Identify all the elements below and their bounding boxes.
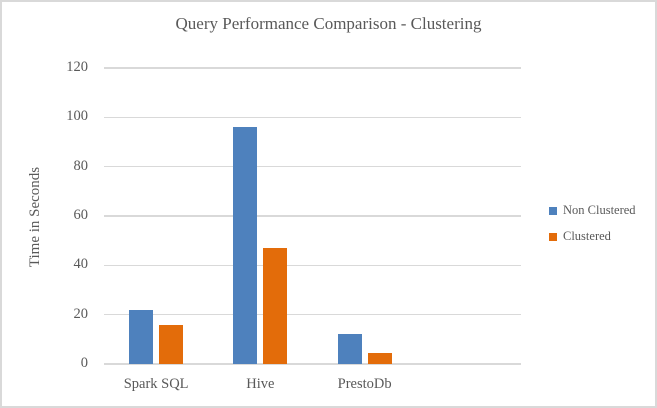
y-tick-label-80: 80 — [73, 157, 89, 174]
gridline-80 — [104, 165, 521, 168]
y-tick-label-0: 0 — [80, 355, 88, 371]
bar-clustered-spark-sql — [159, 324, 184, 364]
legend-swatch-clustered — [549, 232, 557, 241]
category-label-prestodb: PrestoDb — [337, 376, 392, 392]
y-tick-label-20: 20 — [73, 305, 89, 322]
legend-swatch-non-clustered — [549, 206, 557, 215]
legend-item-non-clustered: Non Clustered — [549, 203, 636, 218]
gridline-40 — [104, 264, 521, 267]
chart-title: Query Performance Comparison - Clusterin… — [175, 14, 482, 33]
bar-clustered-prestodb — [367, 352, 392, 364]
y-tick-label-120: 120 — [66, 59, 88, 75]
gridline-100 — [104, 116, 521, 119]
legend: Non Clustered Clustered — [549, 203, 636, 244]
bar-non-clustered-hive — [233, 127, 258, 364]
bar-clustered-hive — [263, 248, 288, 364]
category-label-spark-sql: Spark SQL — [123, 376, 189, 392]
category-label-hive: Hive — [246, 376, 275, 392]
gridline-60 — [104, 215, 521, 217]
legend-label-non-clustered: Non Clustered — [563, 203, 636, 217]
y-tick-label-40: 40 — [73, 256, 89, 273]
gridline-120 — [104, 67, 521, 69]
y-tick-label-60: 60 — [73, 207, 89, 223]
legend-label-clustered: Clustered — [563, 229, 611, 243]
legend-item-clustered: Clustered — [549, 229, 636, 244]
gridline-20 — [104, 313, 521, 316]
bar-non-clustered-prestodb — [337, 334, 362, 364]
bar-non-clustered-spark-sql — [129, 309, 154, 364]
gridline-0 — [104, 363, 521, 365]
y-tick-label-100: 100 — [66, 108, 88, 125]
